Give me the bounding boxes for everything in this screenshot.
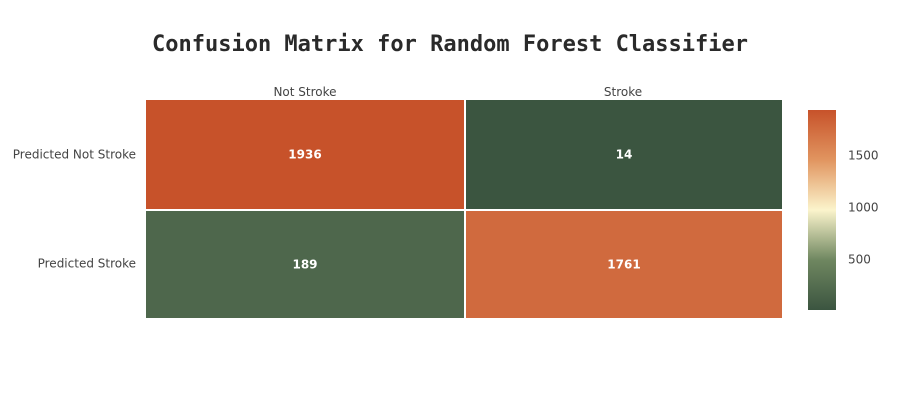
heatmap-cell-r1-c1 xyxy=(466,211,782,318)
heatmap-cell-r0-c1 xyxy=(466,100,782,209)
y-tick-label-0: Predicted Not Stroke xyxy=(13,148,136,162)
heatmap-cell-r0-c0 xyxy=(146,100,464,209)
chart-title: Confusion Matrix for Random Forest Class… xyxy=(152,32,748,57)
colorbar-tick-label-0: 500 xyxy=(848,252,871,266)
cell-value-r1-c1: 1761 xyxy=(607,258,640,272)
y-tick-label-1: Predicted Stroke xyxy=(38,257,136,271)
x-tick-label-0: Not Stroke xyxy=(273,85,336,99)
cell-value-r1-c0: 189 xyxy=(292,258,317,272)
heatmap-cell-r1-c0 xyxy=(146,211,464,318)
x-tick-label-1: Stroke xyxy=(604,85,642,99)
colorbar-tick-label-1: 1000 xyxy=(848,200,879,214)
x-axis-labels: Not Stroke Stroke xyxy=(273,85,642,99)
heatmap-grid: 1936 14 189 1761 xyxy=(146,100,782,318)
colorbar-bar xyxy=(808,110,836,310)
cell-value-r0-c0: 1936 xyxy=(288,148,321,162)
colorbar: 500 1000 1500 xyxy=(808,110,879,310)
y-axis-labels: Predicted Not Stroke Predicted Stroke xyxy=(13,148,136,271)
colorbar-tick-label-2: 1500 xyxy=(848,148,879,162)
cell-value-r0-c1: 14 xyxy=(616,148,633,162)
